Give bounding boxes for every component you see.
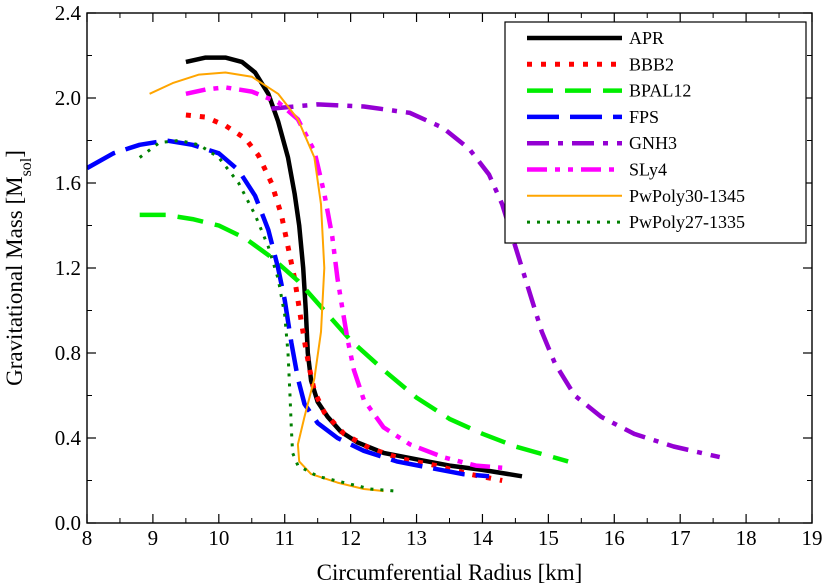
x-tick-label: 8 (82, 526, 93, 550)
series-line-pwpoly30-1345 (149, 71, 384, 493)
x-tick-label: 15 (538, 526, 559, 550)
y-tick-label: 1.6 (55, 171, 81, 195)
legend-label-pwpoly30-1345: PwPoly30-1345 (629, 186, 745, 206)
x-tick-labels: 8 9 10 11 12 13 14 15 16 17 18 19 (82, 526, 823, 550)
series-line-apr (185, 55, 523, 479)
series-line-fps (87, 138, 490, 479)
y-axis-title-main: Gravitational Mass [M (2, 176, 27, 386)
series-line-bbb2 (185, 112, 503, 483)
legend-box (504, 21, 807, 244)
y-tick-label: 0.0 (55, 511, 81, 535)
series-line-pwpoly27-1335 (138, 139, 397, 493)
x-tick-label: 17 (670, 526, 691, 550)
x-tick-label: 10 (208, 526, 229, 550)
series-line-sly4 (185, 85, 503, 471)
legend-label-pwpoly27-1335: PwPoly27-1335 (629, 212, 745, 232)
y-axis-title-subscript: sol (18, 157, 35, 176)
y-tick-label: 0.4 (55, 426, 82, 450)
legend-label-fps: FPS (629, 107, 659, 127)
x-tick-label: 14 (472, 526, 494, 550)
y-tick-label: 1.2 (55, 256, 81, 280)
y-axis-title: Gravitational Mass [Msol] (2, 150, 35, 386)
series-curves (87, 55, 721, 493)
x-tick-label: 9 (148, 526, 159, 550)
x-tick-label: 11 (275, 526, 295, 550)
y-axis-title-end: ] (2, 150, 27, 158)
x-tick-label: 13 (406, 526, 427, 550)
legend-label-bpal12: BPAL12 (629, 81, 691, 101)
legend-label-apr: APR (629, 28, 664, 48)
y-tick-label: 0.8 (55, 341, 81, 365)
series-line-gnh3 (271, 102, 721, 460)
legend: APR BBB2 BPAL12 FPS GNH3 SLy4 PwPoly30-1345 PwP… (504, 21, 807, 244)
x-tick-label: 16 (604, 526, 625, 550)
y-tick-labels: 0.0 0.4 0.8 1.2 1.6 2.0 2.4 (55, 1, 82, 535)
y-tick-label: 2.0 (55, 86, 81, 110)
legend-label-bbb2: BBB2 (629, 54, 674, 74)
series-line-bpal12 (139, 212, 569, 464)
x-tick-label: 19 (802, 526, 823, 550)
y-tick-label: 2.4 (55, 1, 82, 25)
legend-label-gnh3: GNH3 (629, 133, 677, 153)
legend-label-sly4: SLy4 (629, 160, 667, 180)
axis-ticks (86, 12, 813, 524)
x-tick-label: 12 (340, 526, 361, 550)
x-tick-label: 18 (736, 526, 757, 550)
x-axis-title: Circumferential Radius [km] (317, 560, 583, 585)
